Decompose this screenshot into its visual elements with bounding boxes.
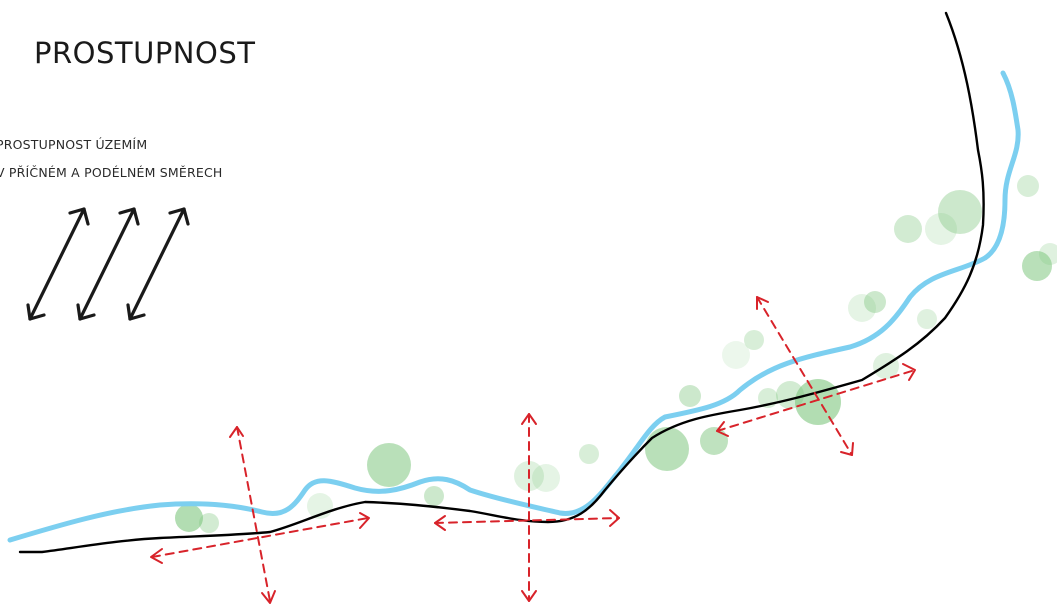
tree-circle: [367, 443, 411, 487]
arrowhead: [434, 515, 446, 531]
long-arrow-1: [151, 517, 369, 558]
tree-circle: [532, 464, 560, 492]
tree-circle: [795, 379, 841, 425]
river-line: [7, 70, 1021, 543]
arrowhead: [229, 426, 244, 438]
long-arrow-2: [434, 517, 620, 524]
tree-circle: [199, 513, 219, 533]
arrowhead: [840, 442, 854, 456]
permeability-arrows: [150, 296, 916, 604]
tree-circle: [938, 190, 982, 234]
tree-circle: [1017, 175, 1039, 197]
arrowhead: [902, 363, 916, 381]
arrowhead: [521, 413, 537, 425]
legend-line-1: PROSTUPNOST ÚZEMÍM: [0, 137, 148, 152]
tree-circle: [579, 444, 599, 464]
arrowhead: [609, 509, 620, 527]
legend-line-2: V PŘÍČNÉM A PODÉLNÉM SMĚRECH: [0, 165, 223, 180]
arrowhead: [716, 421, 729, 437]
tree-circle: [679, 385, 701, 407]
page-title: PROSTUPNOST: [34, 36, 256, 70]
arrowhead: [150, 548, 163, 564]
tree-circle: [917, 309, 937, 329]
cross-arrow-1: [236, 426, 271, 602]
tree-circle: [424, 486, 444, 506]
tree-circle: [848, 294, 876, 322]
tree-circle: [722, 341, 750, 369]
legend-caption: PROSTUPNOST ÚZEMÍM V PŘÍČNÉM A PODÉLNÉM …: [0, 131, 223, 187]
tree-circle: [645, 427, 689, 471]
arrowhead: [521, 590, 537, 602]
arrowhead: [261, 590, 276, 604]
tree-circle: [1039, 243, 1057, 265]
tree-circle: [925, 213, 957, 245]
tree-circle: [894, 215, 922, 243]
tree-circle: [744, 330, 764, 350]
arrowhead: [359, 512, 370, 529]
road-line: [18, 11, 985, 554]
tree-circle: [864, 291, 886, 313]
tree-circle: [175, 504, 203, 532]
tree-circle: [1022, 251, 1052, 281]
long-arrow-3: [716, 369, 916, 432]
arrowhead: [756, 296, 769, 310]
tree-circle: [700, 427, 728, 455]
vegetation-layer: [175, 175, 1057, 533]
cross-arrow-3: [756, 296, 853, 456]
double-arrow-icon: [26, 207, 190, 321]
